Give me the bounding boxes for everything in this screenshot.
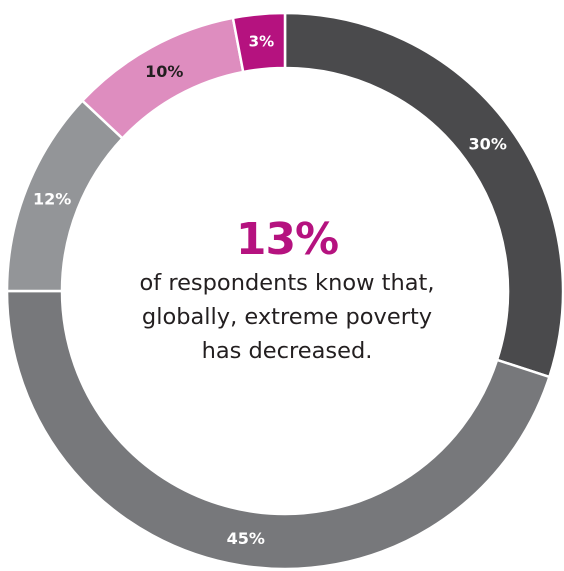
donut-slice-45 <box>5 289 551 571</box>
donut-slice-30 <box>283 11 564 379</box>
slice-label-45: 45% <box>227 529 265 548</box>
slice-label-10: 10% <box>145 62 183 81</box>
slice-label-12: 12% <box>33 189 71 208</box>
slices-layer <box>5 11 564 571</box>
slice-label-30: 30% <box>469 134 507 153</box>
slice-labels-layer: 30% 45% 12% 10% 3% <box>33 33 507 548</box>
slice-label-3: 3% <box>249 33 274 51</box>
donut-slice-3 <box>231 11 287 74</box>
